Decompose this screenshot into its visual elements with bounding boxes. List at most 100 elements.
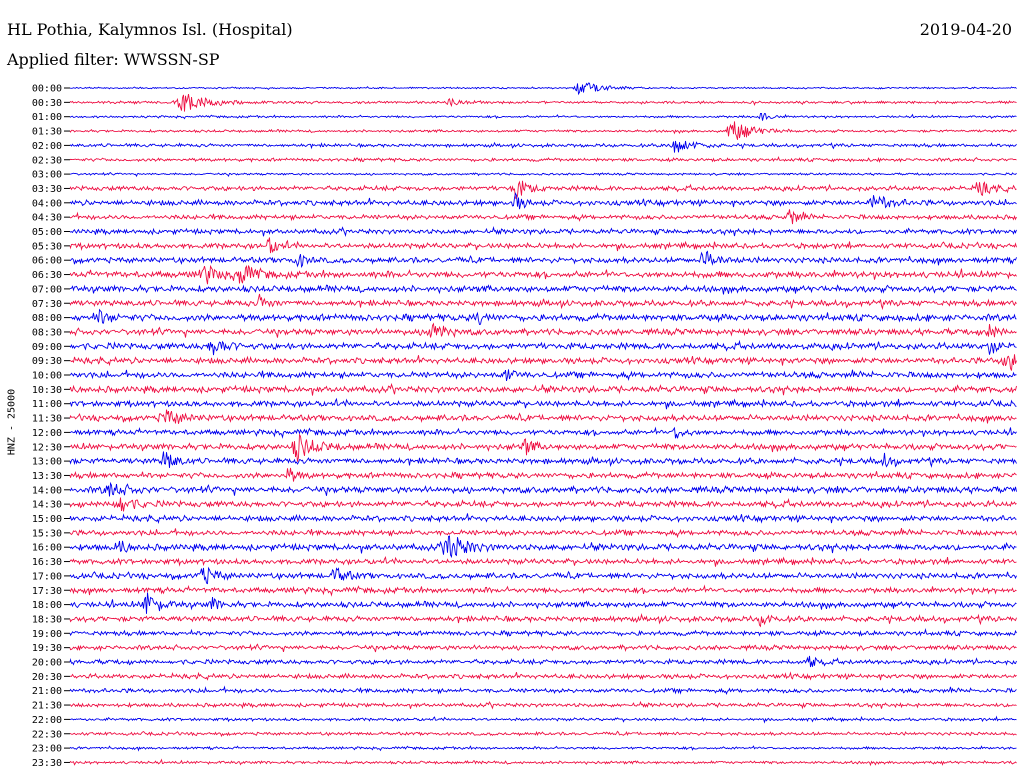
time-label: 02:00 [32,141,62,152]
time-label: 08:00 [32,313,62,324]
time-label: 21:30 [32,701,62,712]
trace-line [69,655,1017,668]
trace-line [69,556,1017,567]
trace-line [69,322,1017,339]
time-label: 02:30 [32,155,62,166]
trace-line [69,180,1017,199]
trace-line [69,612,1017,628]
time-label: 21:00 [32,686,62,697]
trace-line [69,730,1017,738]
station-title: HL Pothia, Kalymnos Isl. (Hospital) [7,20,293,39]
trace-line [69,209,1017,225]
time-label: 13:00 [32,457,62,468]
trace-line [69,745,1017,752]
time-label: 22:00 [32,715,62,726]
filter-label: Applied filter: WWSSN-SP [7,50,220,69]
time-label: 05:30 [32,241,62,252]
time-label: 09:00 [32,342,62,353]
time-label: 15:30 [32,528,62,539]
time-label: 03:00 [32,170,62,181]
trace-line [69,237,1017,254]
time-label: 18:00 [32,600,62,611]
trace-line [69,284,1017,295]
trace-line [69,192,1017,210]
trace-line [69,671,1017,681]
trace-line [69,112,1017,121]
time-label: 11:00 [32,399,62,410]
trace-line [69,171,1017,178]
time-label: 10:00 [32,371,62,382]
trace-line [69,592,1017,614]
time-label: 00:30 [32,98,62,109]
time-label: 13:30 [32,471,62,482]
time-label: 23:30 [32,758,62,769]
time-label: 19:00 [32,629,62,640]
time-label: 04:30 [32,213,62,224]
trace-line [69,685,1017,696]
trace-line [69,467,1017,482]
time-label: 16:30 [32,557,62,568]
trace-line [69,497,1017,512]
time-label: 01:30 [32,127,62,138]
time-label: 06:00 [32,256,62,267]
time-label: 20:30 [32,672,62,683]
time-label: 03:30 [32,184,62,195]
trace-line [69,643,1017,653]
trace-line [69,513,1017,524]
trace-line [69,369,1017,382]
trace-line [69,535,1017,559]
trace-line [69,156,1017,164]
time-label: 19:30 [32,643,62,654]
time-label: 17:30 [32,586,62,597]
trace-line [69,758,1017,767]
trace-line [69,566,1017,585]
time-label: 14:30 [32,500,62,511]
time-label: 07:30 [32,299,62,310]
trace-line [69,451,1017,468]
trace-line [69,397,1017,410]
trace-line [69,293,1017,311]
time-label: 05:00 [32,227,62,238]
time-label: 17:00 [32,571,62,582]
trace-line [69,339,1017,356]
time-label: 12:00 [32,428,62,439]
trace-line [69,94,1017,112]
time-label: 14:00 [32,485,62,496]
time-label: 09:30 [32,356,62,367]
trace-line [69,308,1017,326]
trace-line [69,264,1017,285]
date-label: 2019-04-20 [919,20,1012,39]
trace-line [69,584,1017,597]
time-label: 06:30 [32,270,62,281]
trace-line [69,121,1017,140]
time-label: 07:00 [32,284,62,295]
trace-line [69,426,1017,439]
trace-line [69,628,1017,638]
time-label: 01:00 [32,112,62,123]
trace-line [69,226,1017,237]
trace-line [69,140,1017,153]
time-label: 00:00 [32,84,62,95]
time-label: 15:00 [32,514,62,525]
time-label: 12:30 [32,442,62,453]
time-label: 16:00 [32,543,62,554]
time-label: 04:00 [32,198,62,209]
trace-line [69,409,1017,424]
time-label: 10:30 [32,385,62,396]
time-label: 22:30 [32,729,62,740]
trace-line [69,250,1017,269]
time-label: 18:30 [32,614,62,625]
trace-line [69,715,1017,724]
time-label: 11:30 [32,414,62,425]
trace-line [69,700,1017,710]
trace-line [69,382,1017,396]
time-label: 08:30 [32,327,62,338]
trace-line [69,433,1017,462]
trace-line [69,354,1017,371]
trace-line [69,527,1017,539]
trace-line [69,82,1017,96]
time-label: 20:00 [32,658,62,669]
trace-line [69,481,1017,497]
time-label: 23:00 [32,744,62,755]
